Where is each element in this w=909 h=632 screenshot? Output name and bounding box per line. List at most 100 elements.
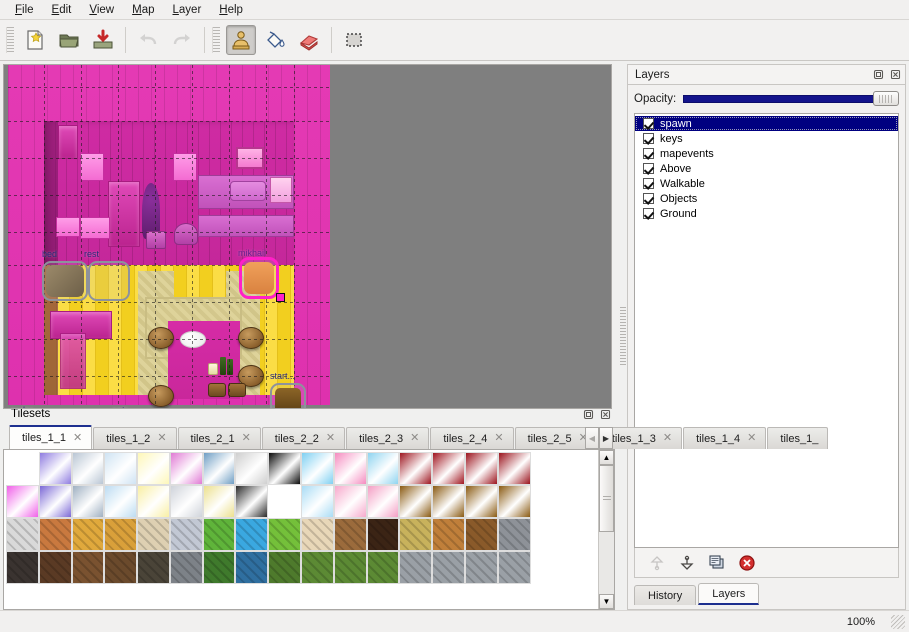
tile-3-13[interactable] bbox=[432, 551, 465, 584]
tileset-tab-tiles_1_2[interactable]: tiles_1_2 ✕ bbox=[93, 427, 177, 449]
tileset-tab-close-icon[interactable]: ✕ bbox=[578, 432, 588, 444]
tile-0-4[interactable] bbox=[137, 452, 170, 485]
tile-2-0[interactable] bbox=[6, 518, 39, 551]
raise-layer-button[interactable] bbox=[645, 551, 669, 575]
map-object-start[interactable] bbox=[270, 383, 306, 408]
tile-1-11[interactable] bbox=[366, 485, 400, 518]
tile-2-3[interactable] bbox=[104, 518, 138, 551]
tilesets-undock-icon[interactable] bbox=[581, 408, 595, 421]
layer-row-objects[interactable]: Objects bbox=[635, 191, 898, 206]
tile-1-12[interactable] bbox=[399, 485, 433, 518]
tile-0-14[interactable] bbox=[464, 452, 498, 485]
tile-1-1[interactable] bbox=[38, 485, 72, 518]
tile-1-15[interactable] bbox=[497, 485, 531, 518]
layer-visibility-checkbox-spawn[interactable] bbox=[643, 118, 654, 129]
duplicate-layer-button[interactable] bbox=[705, 551, 729, 575]
tile-1-14[interactable] bbox=[464, 485, 498, 518]
tileset-scroll-left-button[interactable]: ◀ bbox=[585, 427, 599, 449]
layer-visibility-checkbox-walkable[interactable] bbox=[643, 178, 654, 189]
tileset-tab-close-icon[interactable]: ✕ bbox=[662, 432, 673, 444]
tile-2-9[interactable] bbox=[301, 518, 334, 551]
tile-0-3[interactable] bbox=[104, 452, 138, 485]
bucket-fill-tool[interactable] bbox=[260, 25, 290, 55]
tile-0-11[interactable] bbox=[366, 452, 400, 485]
menu-help[interactable]: Help bbox=[219, 3, 243, 16]
tileset-scroll-track[interactable] bbox=[599, 465, 614, 594]
tile-0-12[interactable] bbox=[399, 452, 433, 485]
tile-2-11[interactable] bbox=[366, 518, 400, 551]
tile-1-5[interactable] bbox=[169, 485, 203, 518]
tile-0-2[interactable] bbox=[71, 452, 105, 485]
tile-3-6[interactable] bbox=[202, 551, 236, 584]
tile-2-14[interactable] bbox=[464, 518, 498, 551]
layer-visibility-checkbox-objects[interactable] bbox=[643, 193, 654, 204]
layer-row-mapevents[interactable]: mapevents bbox=[635, 146, 898, 161]
tileset-tab-tiles_1_3[interactable]: tiles_1_3 ✕ bbox=[598, 427, 683, 449]
tileset-tab-tiles_2_1[interactable]: tiles_2_1 ✕ bbox=[177, 427, 261, 449]
layer-row-ground[interactable]: Ground bbox=[635, 206, 898, 221]
tile-1-10[interactable] bbox=[333, 485, 367, 518]
resize-grip-icon[interactable] bbox=[891, 614, 905, 629]
tile-3-9[interactable] bbox=[301, 551, 334, 584]
tilesets-close-icon[interactable] bbox=[598, 408, 612, 421]
tile-0-7[interactable] bbox=[235, 452, 269, 485]
layer-visibility-checkbox-keys[interactable] bbox=[643, 133, 654, 144]
tile-1-17[interactable] bbox=[563, 485, 597, 518]
tile-2-5[interactable] bbox=[169, 518, 203, 551]
tile-2-12[interactable] bbox=[399, 518, 433, 551]
tile-0-5[interactable] bbox=[169, 452, 203, 485]
delete-layer-button[interactable] bbox=[735, 551, 759, 575]
map-object-mikhail[interactable] bbox=[239, 257, 279, 299]
lower-layer-button[interactable] bbox=[675, 551, 699, 575]
toolbar-grip[interactable] bbox=[6, 27, 14, 53]
tileset-grid[interactable] bbox=[4, 450, 598, 609]
tile-0-17[interactable] bbox=[563, 452, 597, 485]
tileset-tab-close-icon[interactable]: ✕ bbox=[73, 431, 83, 444]
tileset-tab-tiles_1_1[interactable]: tiles_1_1 ✕ bbox=[9, 425, 93, 449]
eraser-tool[interactable] bbox=[294, 25, 324, 55]
tile-3-8[interactable] bbox=[268, 551, 302, 584]
opacity-slider-handle[interactable] bbox=[873, 91, 899, 106]
tile-0-10[interactable] bbox=[333, 452, 367, 485]
tile-1-9[interactable] bbox=[301, 485, 334, 518]
redo-button[interactable] bbox=[167, 25, 197, 55]
tileset-tab-close-icon[interactable]: ✕ bbox=[747, 432, 757, 444]
layer-visibility-checkbox-mapevents[interactable] bbox=[643, 148, 654, 159]
layer-visibility-checkbox-ground[interactable] bbox=[643, 208, 654, 219]
tile-3-16[interactable] bbox=[530, 551, 564, 584]
menu-view[interactable]: View bbox=[89, 3, 115, 16]
tileset-tab-tiles_2_5[interactable]: tiles_2_5 ✕ bbox=[514, 427, 598, 449]
layer-row-spawn[interactable]: spawn bbox=[635, 116, 898, 131]
new-map-button[interactable] bbox=[20, 25, 50, 55]
layer-row-walkable[interactable]: Walkable bbox=[635, 176, 898, 191]
tile-0-9[interactable] bbox=[301, 452, 334, 485]
menu-map[interactable]: Map bbox=[132, 3, 155, 16]
map-object-bed[interactable] bbox=[42, 261, 88, 301]
map-canvas-viewport[interactable]: bed rest mikhail andor... entr... bbox=[3, 64, 612, 409]
tile-2-13[interactable] bbox=[432, 518, 465, 551]
tile-3-5[interactable] bbox=[169, 551, 203, 584]
tileset-scroll-up-button[interactable]: ▲ bbox=[599, 450, 614, 465]
undo-button[interactable] bbox=[133, 25, 163, 55]
insert-object-tool[interactable] bbox=[226, 25, 256, 55]
map-object-rest[interactable] bbox=[88, 261, 130, 301]
tileset-tab-tiles_1_4[interactable]: tiles_1_4 ✕ bbox=[683, 427, 767, 449]
tile-3-11[interactable] bbox=[366, 551, 400, 584]
tile-3-17[interactable] bbox=[563, 551, 597, 584]
save-map-button[interactable] bbox=[88, 25, 118, 55]
tile-2-1[interactable] bbox=[38, 518, 72, 551]
tileset-tab-tiles_2_2[interactable]: tiles_2_2 ✕ bbox=[261, 427, 346, 449]
menu-layer[interactable]: Layer bbox=[172, 3, 202, 16]
tile-3-10[interactable] bbox=[333, 551, 367, 584]
tile-3-4[interactable] bbox=[137, 551, 170, 584]
tileset-tab-tiles_1_5[interactable]: tiles_1_ bbox=[767, 427, 829, 449]
tile-0-8[interactable] bbox=[268, 452, 302, 485]
tile-1-3[interactable] bbox=[104, 485, 138, 518]
tileset-vertical-scrollbar[interactable]: ▲ ▼ bbox=[598, 450, 614, 609]
map-object-resize-handle[interactable] bbox=[276, 293, 285, 302]
tileset-tab-close-icon[interactable]: ✕ bbox=[325, 432, 336, 444]
vertical-splitter[interactable] bbox=[618, 61, 627, 610]
tile-3-2[interactable] bbox=[71, 551, 105, 584]
layer-row-above[interactable]: Above bbox=[635, 161, 898, 176]
tile-3-12[interactable] bbox=[399, 551, 433, 584]
